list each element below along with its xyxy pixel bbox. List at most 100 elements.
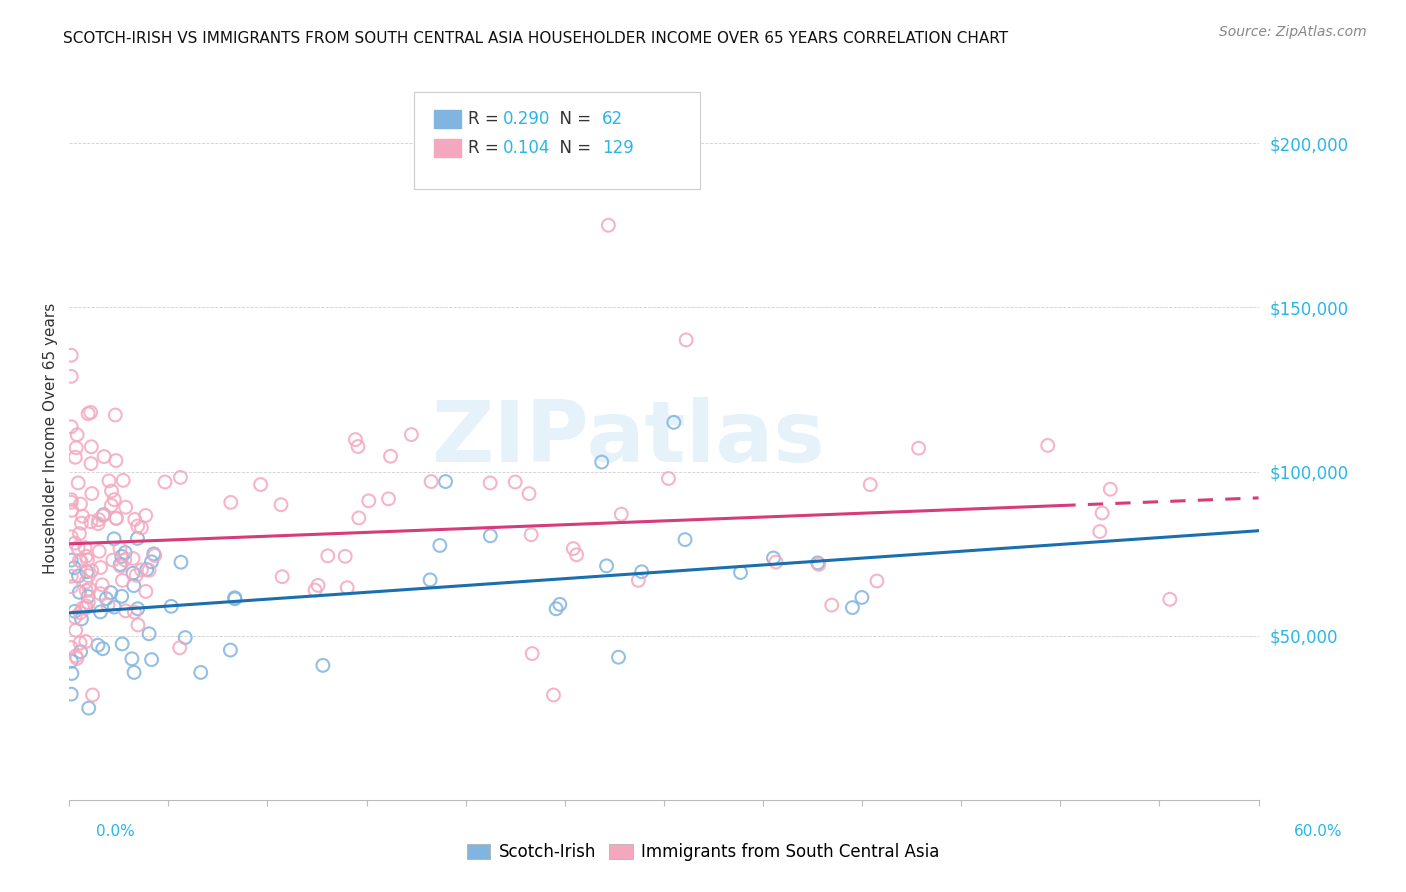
Point <box>60 580 83 594</box>
Point <box>65 624 87 638</box>
Point <box>65 441 87 455</box>
Point <box>65 450 87 465</box>
Point <box>114 553 136 567</box>
FancyBboxPatch shape <box>415 92 700 189</box>
Point <box>141 652 163 666</box>
Point <box>108 541 131 556</box>
Point <box>73 541 96 555</box>
Point <box>312 658 335 673</box>
Point <box>66 427 89 442</box>
Point <box>610 507 633 521</box>
Point <box>347 511 370 525</box>
Point <box>1099 482 1122 496</box>
Point <box>174 631 197 645</box>
Point <box>93 508 115 522</box>
Point <box>60 530 83 544</box>
Point <box>76 553 98 567</box>
Point <box>111 574 134 588</box>
Point <box>100 585 122 599</box>
Point <box>548 598 571 612</box>
Point <box>87 516 110 531</box>
Point <box>190 665 212 680</box>
Point <box>122 579 145 593</box>
Point <box>75 601 97 615</box>
FancyBboxPatch shape <box>434 110 461 128</box>
Point <box>270 498 292 512</box>
Text: 60.0%: 60.0% <box>1295 824 1343 838</box>
Point <box>108 558 131 572</box>
Point <box>90 560 112 574</box>
Point <box>866 574 889 588</box>
Point <box>271 570 294 584</box>
Point <box>89 586 111 600</box>
Point <box>124 512 146 526</box>
Point <box>1088 524 1111 539</box>
Point <box>69 526 91 541</box>
Point <box>1091 506 1114 520</box>
Point <box>66 651 89 665</box>
Point <box>89 544 111 558</box>
Point <box>607 650 630 665</box>
Point <box>60 687 83 701</box>
Point <box>419 573 441 587</box>
Legend: Scotch-Irish, Immigrants from South Central Asia: Scotch-Irish, Immigrants from South Cent… <box>460 837 946 868</box>
Point <box>91 641 114 656</box>
Point <box>224 591 246 606</box>
FancyBboxPatch shape <box>434 139 461 157</box>
Point <box>80 486 103 500</box>
Point <box>80 564 103 578</box>
Point <box>135 508 157 523</box>
Text: 0.0%: 0.0% <box>96 824 135 838</box>
Point <box>1159 592 1181 607</box>
Y-axis label: Householder Income Over 65 years: Householder Income Over 65 years <box>44 303 58 574</box>
Point <box>127 618 149 632</box>
Point <box>97 599 120 613</box>
Point <box>562 541 585 556</box>
Point <box>401 427 423 442</box>
Point <box>100 484 122 499</box>
Point <box>80 457 103 471</box>
Point <box>122 551 145 566</box>
Text: 0.104: 0.104 <box>503 139 551 157</box>
Point <box>657 471 679 485</box>
Text: ZIPatlas: ZIPatlas <box>432 397 825 480</box>
Point <box>80 440 103 454</box>
Point <box>82 688 104 702</box>
Point <box>420 475 443 489</box>
Point <box>316 549 339 563</box>
Point <box>105 511 128 525</box>
Point <box>131 521 153 535</box>
Point <box>75 599 97 613</box>
Point <box>125 568 148 582</box>
Point <box>60 348 83 362</box>
Point <box>111 637 134 651</box>
Point <box>141 555 163 569</box>
Point <box>124 605 146 619</box>
Point <box>357 493 380 508</box>
Point <box>100 499 122 513</box>
Point <box>60 369 83 384</box>
Point <box>662 415 685 429</box>
Point <box>111 549 134 564</box>
Point <box>627 574 650 588</box>
Point <box>219 495 242 509</box>
Point <box>60 419 83 434</box>
Point <box>122 665 145 680</box>
Point <box>104 408 127 422</box>
Point <box>69 636 91 650</box>
Point <box>304 583 326 598</box>
Point <box>522 647 544 661</box>
Point <box>153 475 176 489</box>
Point <box>63 561 86 575</box>
Point <box>520 527 543 541</box>
Point <box>60 553 83 567</box>
Point <box>347 440 370 454</box>
Point <box>131 563 153 577</box>
Point <box>142 547 165 561</box>
Point <box>138 563 160 577</box>
Point <box>111 589 134 603</box>
Point <box>630 565 652 579</box>
Point <box>104 453 127 467</box>
Point <box>380 449 402 463</box>
Point <box>807 556 830 570</box>
